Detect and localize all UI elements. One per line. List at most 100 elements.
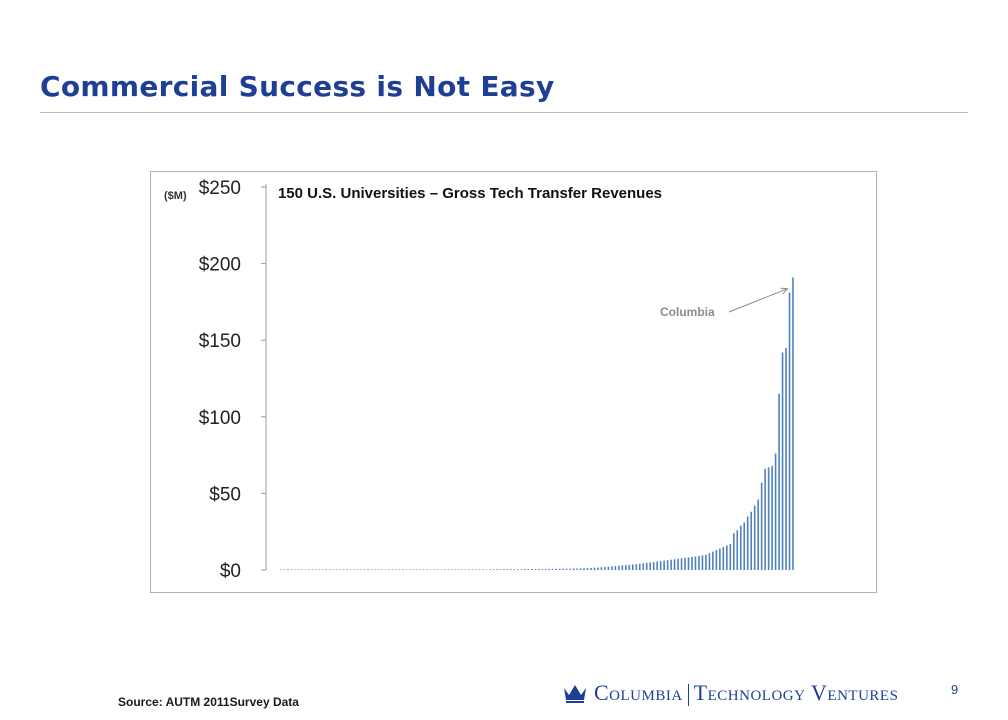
bar: [753, 505, 756, 570]
bar: [743, 522, 746, 570]
bar: [666, 560, 669, 570]
bar: [705, 554, 707, 570]
bar: [771, 465, 773, 570]
y-tick-label: $100: [199, 408, 241, 429]
bar: [506, 569, 509, 570]
bar: [663, 560, 665, 570]
bar: [593, 567, 596, 570]
bar: [652, 562, 655, 570]
bar: [785, 347, 787, 570]
bar: [297, 569, 300, 570]
bar: [318, 569, 321, 570]
bar: [492, 569, 495, 570]
columbia-technology-ventures-logo: Columbia Technology Ventures: [562, 678, 898, 708]
bar: [715, 550, 718, 570]
bar: [551, 568, 554, 570]
bar: [304, 569, 307, 570]
bar: [649, 562, 651, 570]
crown-icon: [564, 685, 586, 703]
bar: [558, 568, 561, 570]
title-divider: [40, 112, 968, 113]
bar: [719, 548, 721, 570]
bar: [792, 277, 794, 570]
bar: [524, 569, 526, 570]
bar: [454, 569, 456, 570]
bar: [405, 569, 408, 570]
bar: [374, 569, 376, 570]
bar: [726, 545, 728, 570]
bar: [426, 569, 429, 570]
bar: [680, 558, 683, 570]
y-tick-label: $50: [209, 484, 241, 505]
bar: [562, 568, 564, 570]
bar: [503, 569, 505, 570]
bar: [328, 569, 331, 570]
bar: [764, 468, 766, 570]
annotation-arrowhead: [780, 287, 789, 295]
chart-title: 150 U.S. Universities – Gross Tech Trans…: [278, 185, 662, 202]
bar: [534, 569, 537, 570]
bar: [388, 569, 390, 570]
bar: [339, 569, 342, 570]
bar: [471, 569, 474, 570]
y-tick-label: $150: [199, 331, 241, 352]
bar: [604, 566, 606, 570]
bar: [349, 569, 352, 570]
bar: [767, 467, 770, 570]
bar: [618, 565, 620, 570]
bar: [642, 563, 645, 570]
source-note: Source: AUTM 2011Survey Data: [118, 695, 299, 709]
bar: [398, 569, 401, 570]
bar: [447, 569, 449, 570]
bar: [335, 569, 338, 570]
y-unit-label: ($M): [164, 190, 187, 202]
bar: [513, 569, 516, 570]
bar: [572, 568, 575, 570]
bar: [482, 569, 484, 570]
bar: [325, 569, 328, 570]
bar: [294, 569, 296, 570]
bar: [778, 393, 780, 570]
bar: [712, 551, 714, 570]
bar: [537, 569, 540, 570]
bar: [694, 556, 697, 570]
bar: [590, 567, 592, 570]
bar: [527, 569, 530, 570]
bar: [360, 569, 362, 570]
bar: [645, 562, 648, 570]
bar: [356, 569, 359, 570]
bar: [565, 568, 568, 570]
bar: [670, 559, 672, 570]
bar: [708, 553, 711, 570]
bar: [656, 561, 658, 570]
bar: [475, 569, 477, 570]
bar: [687, 557, 690, 570]
y-tick-label: $250: [199, 178, 241, 199]
bar: [346, 569, 348, 570]
bar: [468, 569, 470, 570]
bar: [308, 569, 310, 570]
bar: [464, 569, 467, 570]
bar: [781, 352, 784, 570]
bar: [698, 556, 700, 570]
bar: [732, 533, 735, 570]
bar: [409, 569, 411, 570]
bar: [631, 564, 634, 570]
bar: [433, 569, 436, 570]
bar: [402, 569, 404, 570]
bar: [520, 569, 523, 570]
logo-word-columbia: Columbia: [594, 680, 683, 705]
bar: [332, 569, 335, 570]
bar: [342, 569, 345, 570]
y-tick-label: $200: [199, 255, 241, 276]
bar: [353, 569, 355, 570]
bar: [736, 530, 739, 570]
bar: [576, 568, 578, 570]
logo-word-tv: Technology Ventures: [693, 680, 899, 705]
annotation-label: Columbia: [660, 305, 715, 319]
bar: [363, 569, 366, 570]
bar: [614, 566, 617, 570]
bar: [691, 556, 693, 570]
chart-panel: 150 U.S. Universities – Gross Tech Trans…: [150, 171, 877, 593]
bar: [635, 564, 638, 570]
